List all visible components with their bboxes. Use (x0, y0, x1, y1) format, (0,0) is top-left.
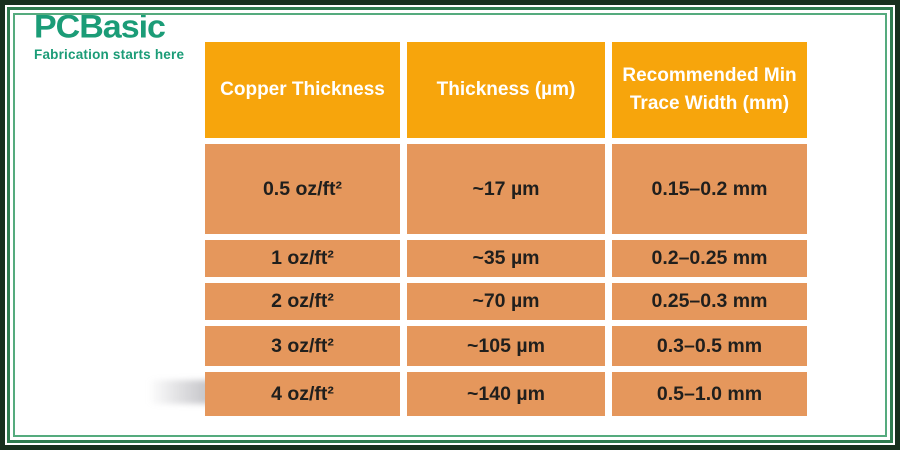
table-cell-trace-0: 0.15–0.2 mm (612, 144, 807, 234)
table-cell-thickness-2: ~70 µm (407, 283, 605, 320)
table-cell-trace-1: 0.2–0.25 mm (612, 240, 807, 277)
table-cell-copper-4: 4 oz/ft² (205, 372, 400, 416)
copper-thickness-table: Copper Thickness Thickness (µm) Recommen… (205, 42, 807, 416)
header-cell-thickness-um: Thickness (µm) (407, 42, 605, 138)
table-cell-copper-3: 3 oz/ft² (205, 326, 400, 366)
logo-tagline-text: Fabrication starts here (34, 47, 185, 62)
table-cell-copper-2: 2 oz/ft² (205, 283, 400, 320)
table-cell-copper-1: 1 oz/ft² (205, 240, 400, 277)
table-cell-trace-4: 0.5–1.0 mm (612, 372, 807, 416)
table-cell-thickness-4: ~140 µm (407, 372, 605, 416)
table-cell-copper-0: 0.5 oz/ft² (205, 144, 400, 234)
logo-brand-text: PCBasic (34, 8, 166, 46)
table-cell-thickness-3: ~105 µm (407, 326, 605, 366)
pcbasic-logo: PCBasic Fabrication starts here (34, 10, 184, 62)
header-cell-min-trace-width: Recommended Min Trace Width (mm) (612, 42, 807, 138)
table-cell-trace-2: 0.25–0.3 mm (612, 283, 807, 320)
table-cell-trace-3: 0.3–0.5 mm (612, 326, 807, 366)
table-cell-thickness-0: ~17 µm (407, 144, 605, 234)
header-cell-copper-thickness: Copper Thickness (205, 42, 400, 138)
table-cell-thickness-1: ~35 µm (407, 240, 605, 277)
